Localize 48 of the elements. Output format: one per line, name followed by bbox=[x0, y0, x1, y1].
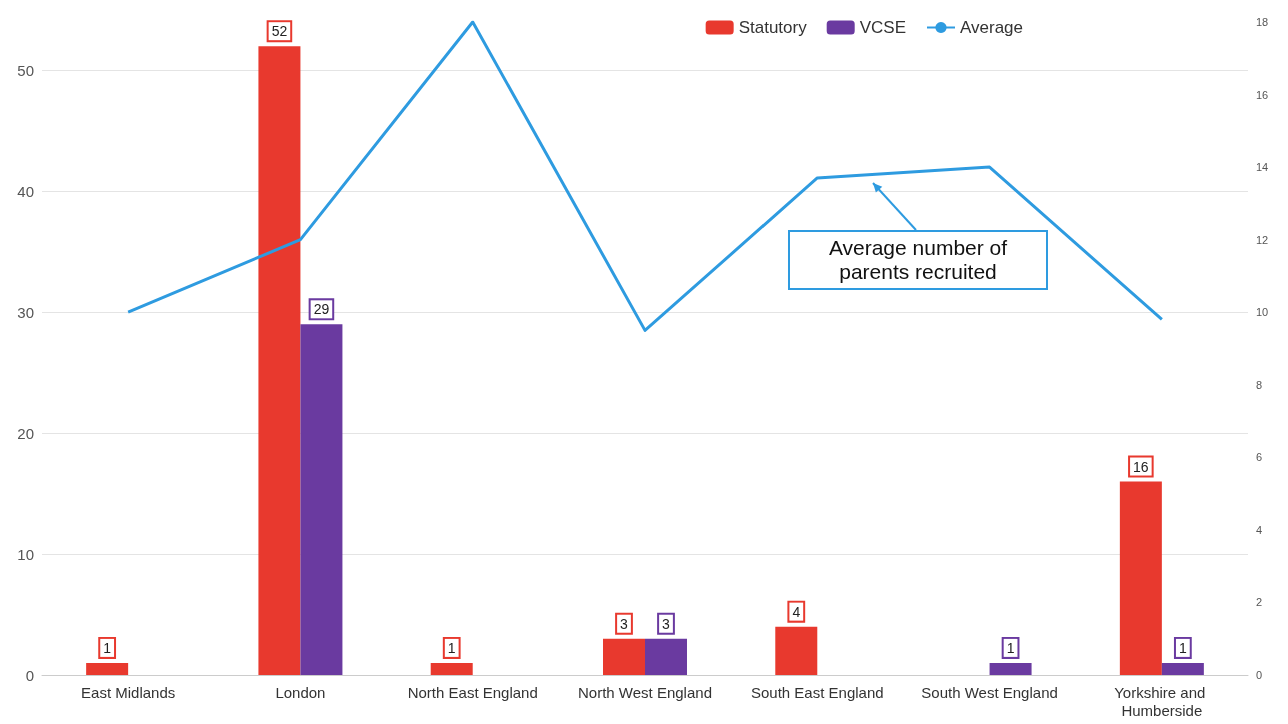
legend-label: VCSE bbox=[859, 18, 906, 37]
y2-tick-label: 18 bbox=[1256, 16, 1269, 28]
y2-tick-label: 8 bbox=[1256, 378, 1263, 391]
y-tick-label: 0 bbox=[25, 666, 34, 684]
bar bbox=[1161, 662, 1204, 675]
x-tick-label: Yorkshire and Humberside bbox=[1114, 683, 1210, 719]
line-series bbox=[126, 20, 1164, 332]
y2-tick-label: 16 bbox=[1256, 88, 1269, 101]
bar bbox=[775, 626, 818, 675]
data-label: 16 bbox=[1133, 458, 1149, 475]
y-tick-label: 50 bbox=[17, 61, 34, 79]
y2-tick-label: 2 bbox=[1256, 596, 1263, 609]
bar bbox=[258, 46, 301, 675]
y2-tick-label: 6 bbox=[1256, 451, 1263, 464]
x-tick-label: North East England bbox=[407, 683, 538, 701]
y2-tick-label: 0 bbox=[1256, 669, 1263, 681]
callout-box: Average number of parents recruited bbox=[788, 230, 1048, 290]
data-label: 1 bbox=[1178, 639, 1187, 656]
y2-tick-label: 4 bbox=[1256, 523, 1263, 536]
x-tick-label: London bbox=[275, 683, 326, 701]
bar bbox=[86, 662, 129, 675]
y-tick-label: 40 bbox=[17, 182, 34, 200]
y2-tick-label: 10 bbox=[1256, 306, 1269, 319]
x-tick-label: East Midlands bbox=[81, 683, 176, 701]
bar bbox=[300, 324, 343, 675]
y2-tick-label: 14 bbox=[1256, 161, 1269, 174]
data-label: 52 bbox=[271, 23, 288, 40]
y-tick-label: 30 bbox=[17, 303, 34, 321]
bar bbox=[1119, 481, 1162, 675]
data-label: 1 bbox=[447, 639, 456, 656]
y2-tick-label: 12 bbox=[1256, 233, 1269, 246]
data-label: 3 bbox=[620, 615, 629, 632]
bar bbox=[603, 638, 645, 675]
data-label: 1 bbox=[1006, 639, 1015, 656]
x-tick-label: South West England bbox=[921, 683, 1058, 701]
x-tick-label: South East England bbox=[750, 683, 884, 701]
legend-label: Statutory bbox=[738, 18, 808, 37]
data-label: 4 bbox=[792, 603, 801, 620]
data-label: 1 bbox=[103, 639, 112, 656]
legend-label: Average bbox=[959, 18, 1023, 37]
bar bbox=[430, 662, 473, 675]
bar bbox=[645, 638, 687, 675]
y-tick-label: 20 bbox=[17, 424, 34, 442]
data-label: 29 bbox=[313, 301, 330, 318]
x-tick-label: North West England bbox=[578, 683, 712, 701]
y-tick-label: 10 bbox=[17, 545, 34, 563]
bar bbox=[989, 662, 1032, 675]
data-label: 3 bbox=[662, 615, 671, 632]
